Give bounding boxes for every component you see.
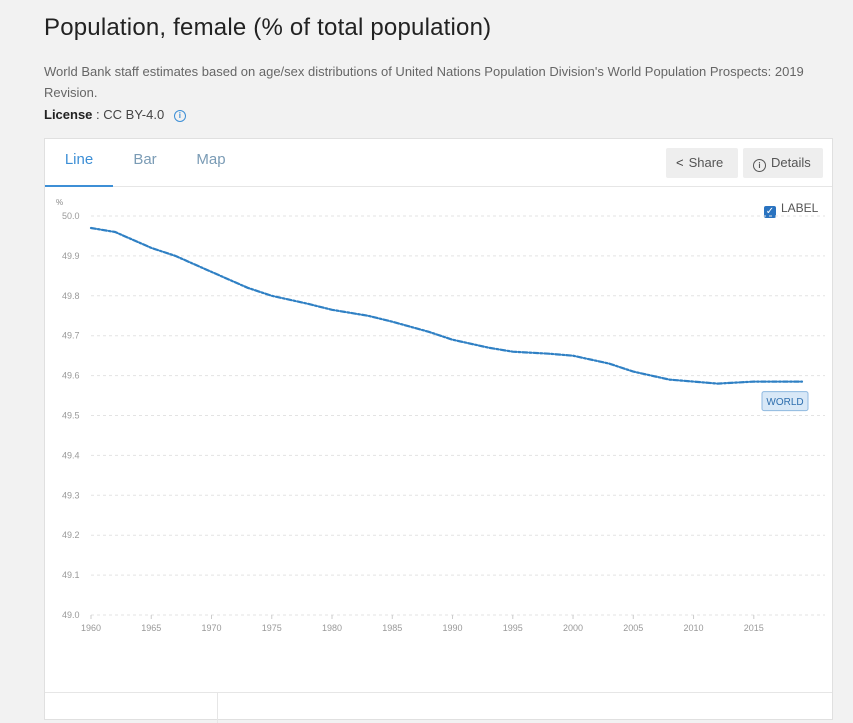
- x-tick-label: 2005: [623, 623, 643, 633]
- source-description: World Bank staff estimates based on age/…: [44, 64, 804, 100]
- tab-line[interactable]: Line: [45, 139, 113, 187]
- bottom-divider: [217, 693, 218, 723]
- license-label: License: [44, 107, 93, 122]
- series-line-world: [89, 226, 804, 385]
- x-tick-label: 1960: [81, 623, 101, 633]
- page-title: Population, female (% of total populatio…: [44, 14, 492, 41]
- y-tick-label: 49.9: [62, 251, 80, 261]
- details-button[interactable]: i Details: [743, 148, 823, 178]
- share-label: Share: [688, 155, 724, 170]
- x-tick-label: 2015: [744, 623, 764, 633]
- chart-card: Line Bar Map < Share i Details ✓ LABEL % 49.…: [44, 138, 833, 723]
- tab-map[interactable]: Map: [196, 151, 226, 168]
- checkbox-checked-icon[interactable]: ✓: [764, 206, 776, 218]
- x-tick-label: 2010: [684, 623, 704, 633]
- y-tick-label: 49.8: [62, 291, 80, 301]
- x-tick-label: 1965: [141, 623, 161, 633]
- y-tick-label: 49.5: [62, 411, 80, 421]
- y-tick-label: 50.0: [62, 211, 80, 221]
- label-toggle-text: LABEL: [781, 201, 819, 215]
- y-tick-label: 49.6: [62, 371, 80, 381]
- y-tick-label: 49.4: [62, 450, 80, 460]
- share-icon: <: [676, 155, 684, 170]
- x-tick-label: 1995: [503, 623, 523, 633]
- series-label-world: WORLD: [766, 397, 803, 408]
- share-button[interactable]: < Share: [666, 148, 738, 178]
- y-tick-label: 49.0: [62, 610, 80, 620]
- label-toggle[interactable]: ✓ LABEL: [764, 201, 818, 218]
- line-chart: % 49.0 49.1 49.2 49.3 49.4 49.5 49.6 49.7 49.8 49.…: [56, 198, 825, 633]
- x-tick-label: 1985: [382, 623, 402, 633]
- tab-bar[interactable]: Bar: [133, 151, 157, 168]
- x-tick-label: 1980: [322, 623, 342, 633]
- info-icon[interactable]: i: [173, 110, 186, 122]
- x-tick-label: 1990: [443, 623, 463, 633]
- series-label-badge: [761, 391, 809, 412]
- chart-type-tabs: Line Bar Map < Share i Details: [45, 139, 832, 187]
- x-tick-label: 2000: [563, 623, 583, 633]
- y-tick-label: 49.1: [62, 570, 80, 580]
- x-tick-label: 1970: [201, 623, 221, 633]
- license-line: License : CC BY-4.0 i: [44, 107, 186, 122]
- y-axis-unit: %: [56, 198, 63, 207]
- y-tick-label: 49.7: [62, 331, 80, 341]
- info-circle-icon: i: [753, 159, 766, 172]
- x-tick-label: 1975: [262, 623, 282, 633]
- y-tick-label: 49.3: [62, 490, 80, 500]
- license-value: : CC BY-4.0: [96, 107, 165, 122]
- details-label: Details: [771, 155, 811, 170]
- y-tick-label: 49.2: [62, 530, 80, 540]
